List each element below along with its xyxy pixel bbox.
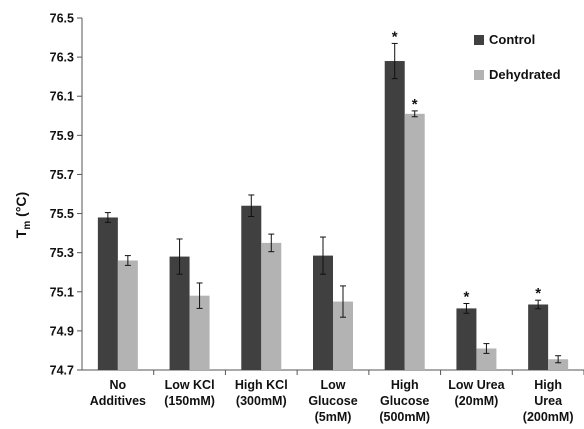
x-category-label: (20mM) <box>455 394 499 408</box>
bar-control <box>313 255 333 370</box>
bar-dehydrated <box>261 242 282 370</box>
y-tick-label: 75.1 <box>50 285 74 299</box>
x-category-label: (300mM) <box>236 394 287 408</box>
y-tick-label: 75.5 <box>50 207 74 221</box>
y-tick-label: 74.7 <box>50 364 74 378</box>
y-tick-label: 76.1 <box>50 90 74 104</box>
x-category-label: (5mM) <box>315 410 352 424</box>
bar-dehydrated <box>404 113 425 371</box>
y-axis-tick-labels: 74.7 74.9 75.1 75.3 75.5 75.7 75.9 76.1 76.3 76.5 <box>50 12 74 378</box>
x-category-label: Urea <box>534 394 563 408</box>
legend-swatch-control <box>474 35 484 45</box>
bar-dehydrated <box>333 301 353 370</box>
x-category-label: High KCl <box>235 378 288 392</box>
significance-asterisk: * <box>464 289 470 306</box>
x-category-label: Glucose <box>308 394 357 408</box>
x-category-label: (150mM) <box>164 394 215 408</box>
y-tick-label: 76.5 <box>50 12 74 26</box>
bar-control <box>241 205 262 370</box>
bar-dehydrated <box>476 348 497 370</box>
axes <box>77 17 584 375</box>
significance-markers: * * * * <box>392 28 541 305</box>
legend-swatch-dehydrated <box>474 70 484 80</box>
y-tick-label: 75.3 <box>50 246 74 260</box>
bar-control <box>384 61 405 371</box>
legend-label-control: Control <box>489 32 535 47</box>
x-category-label: Low <box>321 378 346 392</box>
y-axis-label: Tm (°C) <box>13 192 33 238</box>
significance-asterisk: * <box>412 96 418 113</box>
bar-control <box>456 308 477 370</box>
y-tick-label: 75.9 <box>50 129 74 143</box>
significance-asterisk: * <box>535 285 541 302</box>
legend: Control Dehydrated <box>474 32 561 82</box>
bar-dehydrated <box>189 295 210 370</box>
x-category-label: Glucose <box>380 394 429 408</box>
x-category-label: Additives <box>90 394 146 408</box>
legend-label-dehydrated: Dehydrated <box>489 67 561 82</box>
y-tick-label: 76.3 <box>50 51 74 65</box>
x-category-label: No <box>110 378 127 392</box>
x-category-label: Low Urea <box>448 378 505 392</box>
x-category-label: High <box>534 378 562 392</box>
bar-control <box>528 304 549 370</box>
bar-control <box>97 217 118 370</box>
significance-asterisk: * <box>392 28 398 45</box>
y-tick-label: 75.7 <box>50 168 74 182</box>
x-category-label: High <box>391 378 419 392</box>
bar-dehydrated <box>548 359 569 370</box>
x-category-label: Low KCl <box>165 378 215 392</box>
error-bars <box>104 42 562 364</box>
x-axis-labels: No Additives Low KCl (150mM) High KCl (300mM)… <box>90 378 574 424</box>
x-category-label: (200mM) <box>523 410 574 424</box>
x-category-label: (500mM) <box>379 410 430 424</box>
y-tick-label: 74.9 <box>50 324 74 338</box>
bar-control <box>169 256 190 370</box>
bars <box>97 61 569 371</box>
bar-dehydrated <box>117 260 138 370</box>
